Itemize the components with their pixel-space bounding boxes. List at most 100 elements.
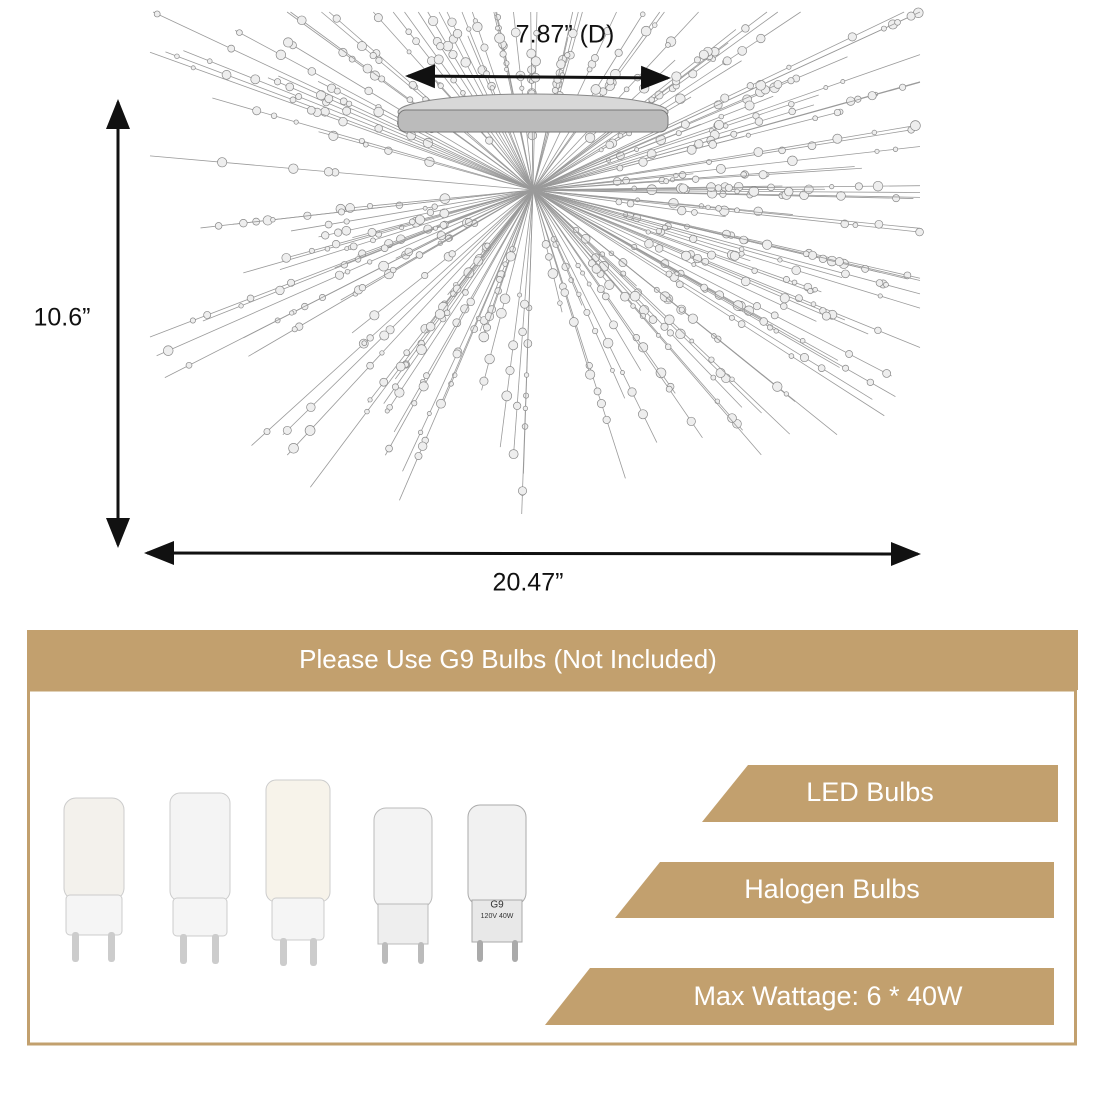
- crystal: [745, 132, 751, 138]
- crystal: [412, 37, 420, 46]
- crystal: [452, 318, 462, 328]
- crystal: [626, 199, 635, 208]
- crystal: [443, 309, 451, 317]
- crystal: [519, 85, 525, 91]
- crystal: [379, 377, 389, 387]
- crystal: [707, 250, 716, 260]
- wire: [149, 155, 534, 191]
- crystal: [379, 350, 385, 356]
- crystal: [675, 130, 682, 137]
- crystal: [583, 308, 591, 316]
- wire: [532, 189, 642, 371]
- wire: [279, 189, 534, 270]
- wire: [521, 189, 534, 514]
- crystal: [610, 367, 615, 373]
- crystal: [591, 54, 599, 62]
- crystal: [674, 93, 686, 105]
- crystal: [593, 387, 602, 396]
- crystal: [364, 408, 370, 415]
- crystal: [692, 253, 703, 264]
- crystal: [523, 372, 530, 378]
- wire: [532, 189, 791, 435]
- banner: [27, 630, 1078, 690]
- crystal: [580, 270, 586, 276]
- crystal: [846, 96, 856, 106]
- crystal: [289, 96, 297, 104]
- crystal: [452, 284, 462, 294]
- crystal: [395, 361, 406, 372]
- crystal: [373, 106, 384, 118]
- halogen-bulb: [467, 804, 527, 962]
- crystal: [777, 257, 783, 263]
- crystal: [762, 239, 773, 250]
- crystal: [364, 86, 373, 96]
- wire: [532, 79, 788, 191]
- wire: [317, 81, 534, 191]
- crystal: [693, 56, 701, 64]
- wire: [532, 189, 921, 229]
- crystal: [758, 170, 768, 180]
- wire: [243, 189, 534, 274]
- crystal: [425, 321, 436, 332]
- crystal: [729, 376, 735, 382]
- crystal: [414, 452, 423, 461]
- crystal: [812, 115, 818, 122]
- crystal: [275, 285, 285, 296]
- crystal: [639, 312, 646, 320]
- crystal: [817, 364, 826, 372]
- crystal: [615, 198, 623, 206]
- crystal: [598, 147, 604, 153]
- crystal: [288, 163, 299, 174]
- crystal: [436, 42, 445, 51]
- crystal: [729, 250, 740, 261]
- crystal: [634, 147, 639, 152]
- crystal: [799, 338, 806, 344]
- wire: [499, 189, 534, 448]
- crystal: [727, 413, 737, 423]
- wire: [532, 189, 921, 309]
- wire: [532, 189, 921, 198]
- crystal: [163, 345, 174, 356]
- crystal: [375, 56, 383, 64]
- crystal: [275, 49, 287, 61]
- crystal: [390, 266, 397, 274]
- wire: [183, 50, 534, 191]
- crystal: [433, 54, 444, 65]
- crystal: [665, 270, 673, 278]
- crystal: [239, 218, 248, 228]
- wire: [532, 189, 762, 456]
- crystal: [780, 302, 788, 310]
- wire: [532, 11, 905, 191]
- wire: [164, 189, 534, 378]
- crystal: [892, 146, 899, 152]
- crystal: [333, 87, 341, 95]
- crystal: [369, 51, 377, 60]
- crystal: [450, 76, 457, 84]
- crystal: [472, 21, 483, 32]
- crystal: [513, 401, 522, 410]
- crystal: [605, 140, 614, 150]
- crystal: [881, 25, 887, 32]
- crystal: [744, 100, 755, 111]
- crystal: [728, 314, 735, 321]
- crystal: [214, 222, 223, 230]
- wire: [512, 189, 534, 458]
- crystal: [384, 408, 390, 414]
- crystal: [834, 257, 844, 267]
- crystal: [664, 314, 675, 325]
- crystal: [866, 378, 874, 386]
- crystal: [369, 310, 380, 321]
- crystal: [367, 397, 373, 403]
- crystal: [575, 262, 581, 269]
- crystal: [288, 442, 299, 454]
- crystal: [788, 100, 795, 108]
- wire: [532, 104, 815, 191]
- crystal: [297, 15, 307, 26]
- crystal: [622, 176, 630, 185]
- halogen-bulb: [373, 807, 433, 964]
- crystal: [772, 381, 783, 392]
- diameter-arrow: [405, 64, 671, 90]
- wire: [447, 189, 534, 296]
- crystal: [378, 260, 389, 272]
- crystal: [906, 11, 916, 21]
